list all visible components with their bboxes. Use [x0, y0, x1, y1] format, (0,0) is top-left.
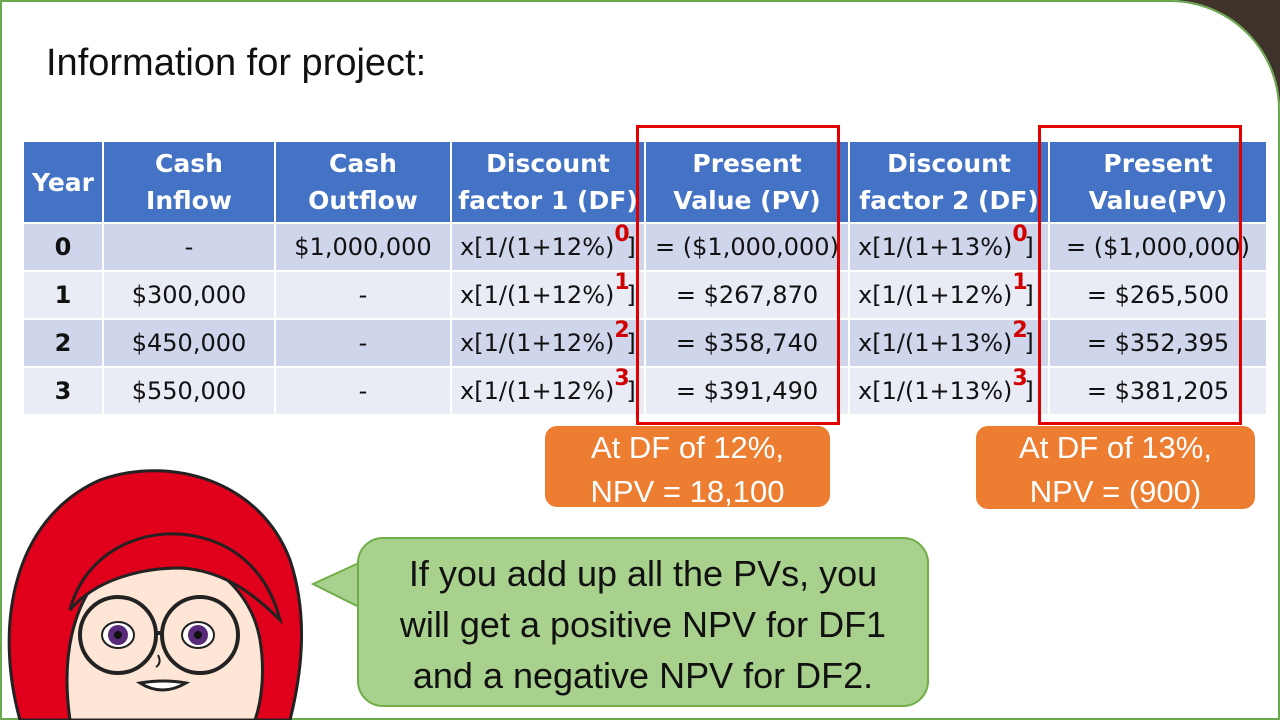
speech-bubble: If you add up all the PVs, you will get …: [357, 537, 929, 707]
df1-cell: x[1/(1+12%) 1]: [452, 270, 644, 318]
df2-cell: x[1/(1+13%) 2]: [850, 318, 1048, 366]
inflow-cell: $550,000: [104, 368, 274, 414]
bubble-line-1: If you add up all the PVs, you: [408, 553, 878, 594]
npv-badge-12-line1: At DF of 12%,: [591, 430, 784, 465]
bubble-line-3: and a negative NPV for DF2.: [412, 655, 874, 696]
outflow-cell: -: [276, 320, 450, 366]
npv-badge-12: At DF of 12%, NPV = 18,100: [545, 426, 830, 509]
exponent: 1: [614, 270, 630, 295]
pv1-highlight-box: [636, 125, 840, 425]
pv1-cell: = $358,740: [646, 320, 848, 366]
pv1-cell: = $267,870: [646, 272, 848, 318]
header-present-value-2: Present Value(PV): [1050, 142, 1266, 222]
inflow-cell: -: [104, 224, 274, 270]
exponent: 0: [614, 222, 630, 247]
df1-cell: x[1/(1+12%) 2]: [452, 318, 644, 366]
header-present-value-1: Present Value (PV): [646, 142, 848, 222]
exponent: 1: [1012, 270, 1028, 295]
pv2-cell: = $265,500: [1050, 272, 1266, 318]
pv1-cell: = ($1,000,000): [646, 224, 848, 270]
table-row: 3 $550,000 - x[1/(1+12%) 3] = $391,490 x[…: [24, 366, 1266, 414]
exponent: 0: [1012, 222, 1028, 247]
outflow-cell: $1,000,000: [276, 224, 450, 270]
npv-badge-13-line1: At DF of 13%,: [1019, 430, 1212, 465]
year-cell: 0: [24, 224, 102, 270]
exponent: 2: [614, 318, 630, 343]
npv-badge-12-line2: NPV = 18,100: [590, 474, 785, 509]
header-cash-inflow: Cash Inflow: [104, 142, 274, 222]
pv2-cell: = $352,395: [1050, 320, 1266, 366]
cartoon-character-illustration: [7, 469, 303, 720]
pv2-highlight-box: [1038, 125, 1242, 425]
table-header-row: Year Cash Inflow Cash Outflow Discount fact…: [24, 142, 1266, 222]
inflow-cell: $300,000: [104, 272, 274, 318]
header-cash-outflow: Cash Outflow: [276, 142, 450, 222]
bubble-line-2: will get a positive NPV for DF1: [399, 604, 887, 645]
npv-badge-13: At DF of 13%, NPV = (900): [976, 426, 1255, 509]
npv-badge-13-line2: NPV = (900): [1029, 474, 1202, 509]
inflow-cell: $450,000: [104, 320, 274, 366]
year-cell: 1: [24, 272, 102, 318]
df2-cell: x[1/(1+13%) 3]: [850, 366, 1048, 414]
pv2-cell: = ($1,000,000): [1050, 224, 1266, 270]
header-discount-factor-2: Discount factor 2 (DF): [850, 142, 1048, 222]
df1-cell: x[1/(1+12%) 3]: [452, 366, 644, 414]
header-year: Year: [24, 142, 102, 222]
outflow-cell: -: [276, 272, 450, 318]
pv1-cell: = $391,490: [646, 368, 848, 414]
df2-cell: x[1/(1+13%) 0]: [850, 222, 1048, 270]
exponent: 2: [1012, 318, 1028, 343]
page-title: Information for project:: [46, 42, 427, 84]
exponent: 3: [614, 366, 630, 391]
year-cell: 3: [24, 368, 102, 414]
df2-cell: x[1/(1+12%) 1]: [850, 270, 1048, 318]
exponent: 3: [1012, 366, 1028, 391]
pv2-cell: = $381,205: [1050, 368, 1266, 414]
table-row: 2 $450,000 - x[1/(1+12%) 2] = $358,740 x[…: [24, 318, 1266, 366]
cash-flow-table: Year Cash Inflow Cash Outflow Discount fact…: [22, 140, 1268, 416]
header-discount-factor-1: Discount factor 1 (DF): [452, 142, 644, 222]
df1-cell: x[1/(1+12%) 0]: [452, 222, 644, 270]
outflow-cell: -: [276, 368, 450, 414]
table-row: 0 - $1,000,000 x[1/(1+12%) 0] = ($1,000,0…: [24, 222, 1266, 270]
table-row: 1 $300,000 - x[1/(1+12%) 1] = $267,870 x[…: [24, 270, 1266, 318]
year-cell: 2: [24, 320, 102, 366]
